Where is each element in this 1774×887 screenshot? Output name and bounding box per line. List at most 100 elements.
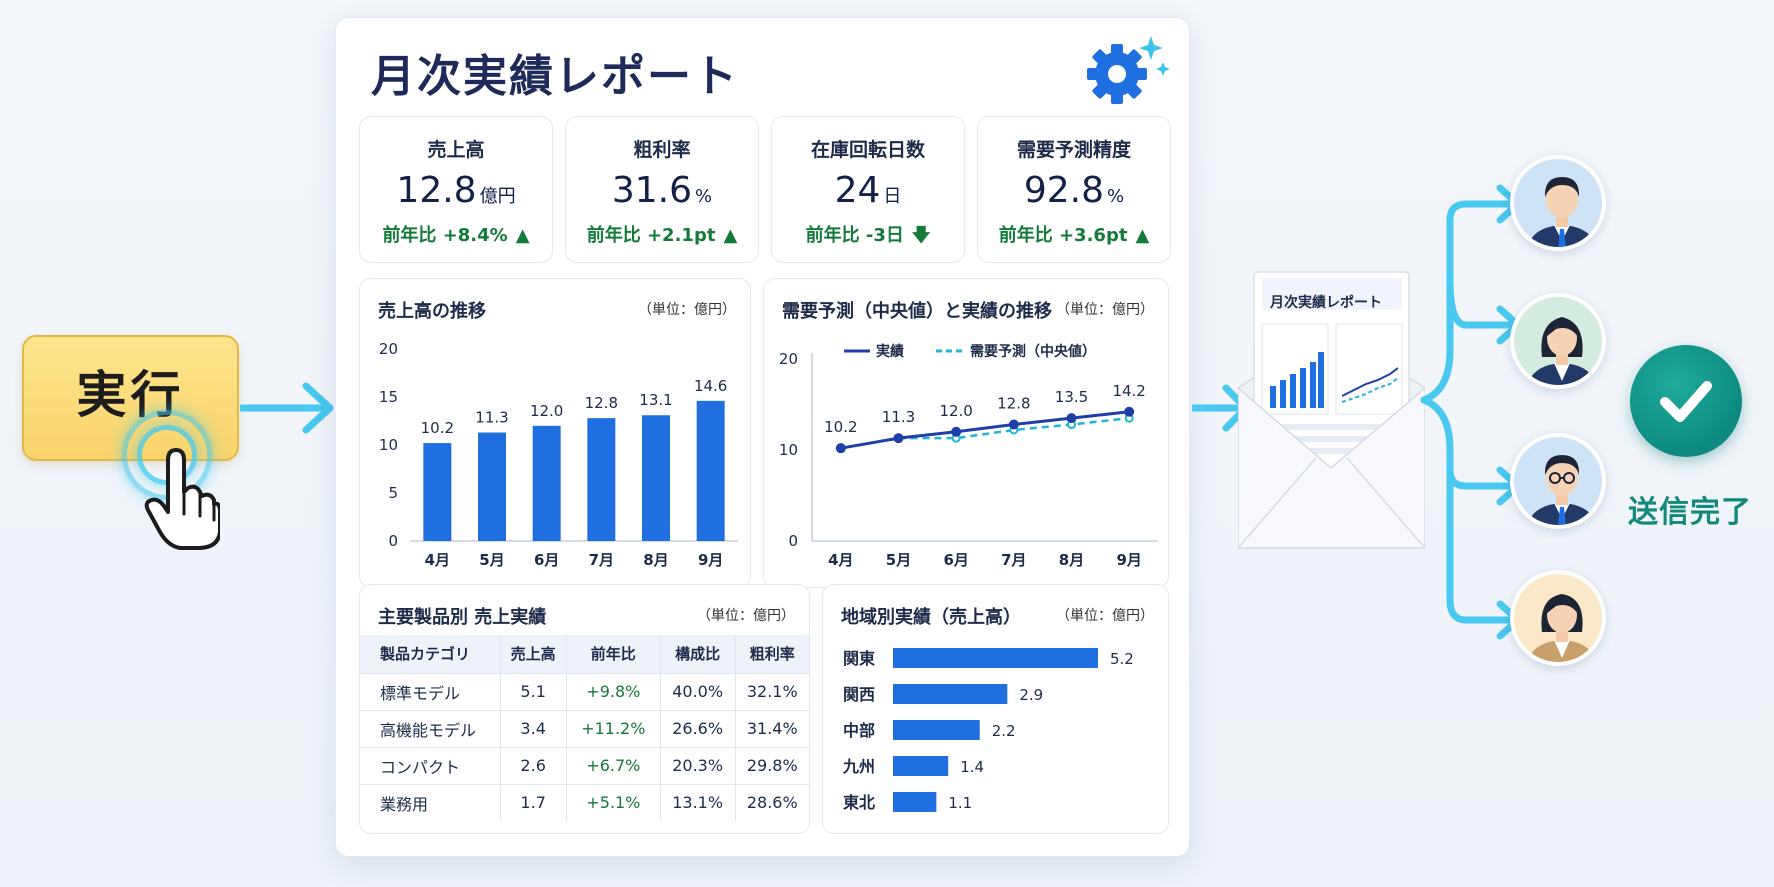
data-label: 2.9 bbox=[1019, 686, 1043, 704]
actual-point bbox=[951, 426, 962, 437]
actual-point bbox=[1066, 413, 1077, 424]
kpi-label: 粗利率 bbox=[633, 139, 691, 161]
recipient-avatar-1 bbox=[1510, 155, 1606, 251]
table-row: 業務用 1.7 +5.1% 13.1% 28.6% bbox=[360, 783, 809, 821]
kpi-value: 24 bbox=[834, 170, 881, 211]
x-tick-label: 6月 bbox=[943, 551, 968, 569]
kpi-unit: % bbox=[1107, 186, 1125, 207]
actual-point bbox=[1008, 419, 1019, 430]
send-complete-label: 送信完了 bbox=[1628, 495, 1752, 530]
person-icon bbox=[1527, 594, 1597, 662]
mini-report-title: 月次実績レポート bbox=[1270, 295, 1382, 311]
table-cell: +11.2% bbox=[565, 709, 661, 747]
table-header: 前年比 bbox=[565, 635, 661, 673]
table-cell: 1.7 bbox=[499, 783, 567, 821]
data-label: 11.3 bbox=[882, 408, 915, 426]
table-cell: 20.3% bbox=[659, 746, 735, 784]
y-tick-label: 20 bbox=[779, 350, 798, 368]
data-label: 2.2 bbox=[992, 722, 1016, 740]
check-icon bbox=[1630, 345, 1742, 457]
region-bar-chart: 関東 5.2 関西 2.9 中部 2.2 九州 1.4 東北 1.1 bbox=[842, 648, 1134, 812]
recipient-avatar-2 bbox=[1510, 293, 1606, 389]
gear-icon[interactable] bbox=[1081, 26, 1171, 106]
pointer-hand-icon bbox=[144, 448, 220, 550]
table-row: コンパクト 2.6 +6.7% 20.3% 29.8% bbox=[360, 746, 809, 784]
y-tick-label: 0 bbox=[388, 532, 398, 550]
trend-up-icon: ▲ bbox=[515, 225, 530, 246]
bar bbox=[587, 418, 616, 541]
table-cell: 5.1 bbox=[499, 672, 567, 710]
kpi-unit: % bbox=[695, 186, 713, 207]
panel-title: 主要製品別 売上実績 bbox=[378, 607, 547, 628]
bar bbox=[423, 443, 452, 541]
data-label: 11.3 bbox=[475, 409, 508, 427]
person-icon bbox=[1527, 317, 1597, 385]
distribution-arrows-icon bbox=[1420, 184, 1522, 640]
report-card: 月次実績レポート 売上高 12.8 億円 前年比 +8.4% ▲ 粗利率 31.6 bbox=[335, 17, 1190, 857]
data-label: 12.0 bbox=[939, 402, 972, 420]
table-cell: +5.1% bbox=[565, 783, 661, 821]
data-label: 12.8 bbox=[997, 395, 1030, 413]
table-cell: 26.6% bbox=[659, 709, 735, 747]
email-envelope-icon bbox=[1238, 271, 1425, 549]
y-tick-label: 東北 bbox=[843, 793, 875, 812]
bar bbox=[893, 684, 1008, 704]
trend-down-icon: 🡇 bbox=[911, 225, 931, 246]
x-tick-label: 7月 bbox=[1001, 551, 1026, 569]
data-label: 1.1 bbox=[948, 794, 972, 812]
table-cell: コンパクト bbox=[360, 746, 500, 784]
panel-title: 需要予測（中央値）と実績の推移 bbox=[782, 301, 1052, 322]
flow-arrow-icon bbox=[240, 382, 334, 434]
panel-unit: （単位：億円） bbox=[638, 302, 736, 318]
bar bbox=[893, 648, 1098, 668]
kpi-value: 12.8 bbox=[396, 170, 477, 211]
y-tick-label: 15 bbox=[379, 388, 398, 406]
panel-title: 売上高の推移 bbox=[378, 301, 486, 322]
table-header-row: 製品カテゴリ 売上高 前年比 構成比 粗利率 bbox=[360, 635, 809, 673]
kpi-value: 92.8 bbox=[1023, 170, 1105, 211]
panel-unit: （単位：億円） bbox=[697, 608, 795, 624]
y-tick-label: 九州 bbox=[842, 757, 875, 776]
x-tick-label: 8月 bbox=[1059, 551, 1084, 569]
forecast-series-line bbox=[898, 416, 1130, 440]
kpi-label: 売上高 bbox=[427, 139, 485, 161]
kpi-card-sales: 売上高 12.8 億円 前年比 +8.4% ▲ bbox=[359, 116, 553, 263]
table-cell: 業務用 bbox=[360, 783, 500, 821]
bar bbox=[696, 400, 725, 541]
table-header: 構成比 bbox=[659, 635, 735, 673]
data-label: 12.8 bbox=[585, 394, 618, 412]
y-tick-label: 10 bbox=[379, 436, 398, 454]
bar bbox=[478, 432, 506, 541]
sales-trend-panel: 売上高の推移 （単位：億円） 0 5 10 15 20 10.2 4月 11.3 5月 12.0 6… bbox=[359, 278, 751, 588]
x-tick-label: 4月 bbox=[425, 551, 450, 569]
kpi-label: 需要予測精度 bbox=[1016, 139, 1131, 161]
x-tick-label: 8月 bbox=[643, 551, 668, 569]
kpi-delta: 前年比 +8.4% bbox=[382, 225, 508, 246]
table-row: 標準モデル 5.1 +9.8% 40.0% 32.1% bbox=[360, 672, 809, 710]
x-tick-label: 6月 bbox=[534, 551, 559, 569]
table-cell: 40.0% bbox=[659, 672, 735, 710]
x-tick-label: 5月 bbox=[886, 551, 911, 569]
x-tick-label: 4月 bbox=[828, 551, 853, 569]
regions-panel: 地域別実績（売上高） （単位：億円） 関東 5.2 関西 2.9 中部 2.2 九州 1.4 東… bbox=[822, 584, 1169, 834]
table-cell: 3.4 bbox=[499, 709, 567, 747]
kpi-card-forecast-accuracy: 需要予測精度 92.8% 前年比 +3.6pt ▲ bbox=[977, 116, 1171, 263]
actual-series-line bbox=[840, 410, 1130, 450]
data-label: 10.2 bbox=[824, 418, 857, 436]
data-label: 10.2 bbox=[421, 419, 454, 437]
data-label: 5.2 bbox=[1110, 650, 1134, 668]
bar bbox=[642, 415, 670, 541]
kpi-delta: 前年比 +3.6pt bbox=[998, 225, 1128, 246]
panel-unit: （単位：億円） bbox=[1056, 608, 1154, 624]
trend-up-icon: ▲ bbox=[1135, 225, 1150, 246]
report-title: 月次実績レポート bbox=[371, 51, 739, 102]
table-cell: 標準モデル bbox=[360, 672, 500, 710]
forecast-line-chart: 0 10 20 4月 5月 6月 7月 8月 9月 実績 需要予測（中央値） 10.2 11.3 12.0… bbox=[779, 343, 1158, 569]
legend-label: 実績 bbox=[876, 343, 904, 360]
recipient-avatar-4 bbox=[1510, 570, 1606, 666]
recipient-avatar-3 bbox=[1510, 433, 1606, 529]
table-cell: 32.1% bbox=[734, 672, 809, 710]
products-table: 製品カテゴリ 売上高 前年比 構成比 粗利率 標準モデル 5.1 +9.8% 4… bbox=[360, 635, 809, 821]
products-panel: 主要製品別 売上実績 （単位：億円） 製品カテゴリ 売上高 前年比 構成比 粗利… bbox=[359, 584, 810, 834]
y-tick-label: 関東 bbox=[843, 649, 875, 668]
